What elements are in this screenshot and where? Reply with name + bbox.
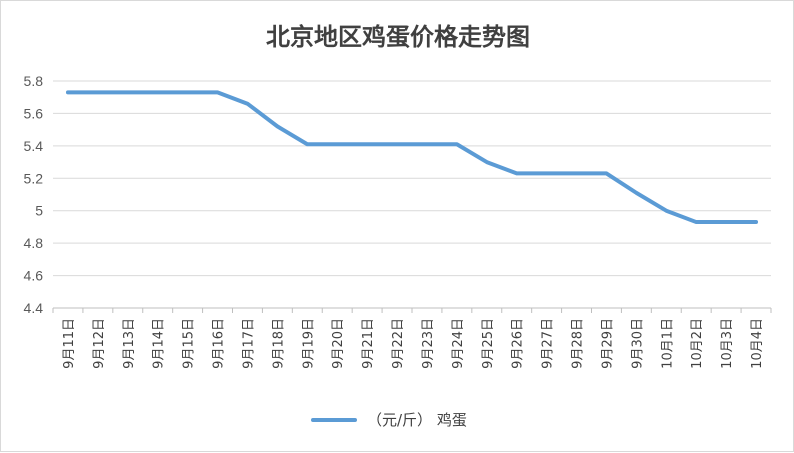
y-tick-label: 5.8	[24, 73, 44, 89]
legend-swatch	[311, 417, 357, 422]
x-tick-label: 9月21日	[361, 318, 376, 369]
x-tick-label: 9月23日	[421, 318, 436, 369]
x-tick-label: 9月16日	[212, 318, 227, 369]
x-tick-label: 10月3日	[720, 318, 735, 369]
y-tick-label: 5	[35, 203, 43, 219]
x-tick-label: 9月12日	[92, 318, 107, 369]
x-tick-label: 10月1日	[660, 318, 675, 369]
x-tick-label: 9月27日	[541, 318, 556, 369]
x-tick-label: 9月19日	[301, 318, 316, 369]
y-tick-label: 5.6	[24, 105, 44, 121]
legend: （元/斤） 鸡蛋	[311, 409, 467, 430]
series-line	[65, 90, 759, 225]
y-tick-label: 4.6	[24, 268, 44, 284]
x-tick-label: 9月13日	[122, 318, 137, 369]
x-tick-label: 9月14日	[152, 318, 167, 369]
x-tick-label: 9月22日	[391, 318, 406, 369]
x-tick-label: 10月2日	[690, 318, 705, 369]
y-tick-label: 5.4	[24, 138, 44, 154]
x-tick-label: 9月11日	[62, 318, 77, 369]
x-tick-label: 9月17日	[241, 318, 256, 369]
legend-label: （元/斤） 鸡蛋	[367, 411, 467, 429]
x-tick-label: 10月4日	[750, 318, 765, 369]
x-tick-label: 9月30日	[630, 318, 645, 369]
y-tick-label: 5.2	[24, 170, 44, 186]
x-tick-label: 9月25日	[481, 318, 496, 369]
x-tick-label: 9月20日	[331, 318, 346, 369]
y-tick-label: 4.8	[24, 235, 44, 251]
x-tick-label: 9月29日	[600, 318, 615, 369]
y-tick-label: 4.4	[24, 300, 44, 316]
x-tick-label: 9月24日	[451, 318, 466, 369]
chart-title: 北京地区鸡蛋价格走势图	[266, 22, 530, 51]
x-tick-label: 9月28日	[571, 318, 586, 369]
x-tick-label: 9月26日	[511, 318, 526, 369]
x-tick-label: 9月15日	[182, 318, 197, 369]
x-tick-label: 9月18日	[271, 318, 286, 369]
